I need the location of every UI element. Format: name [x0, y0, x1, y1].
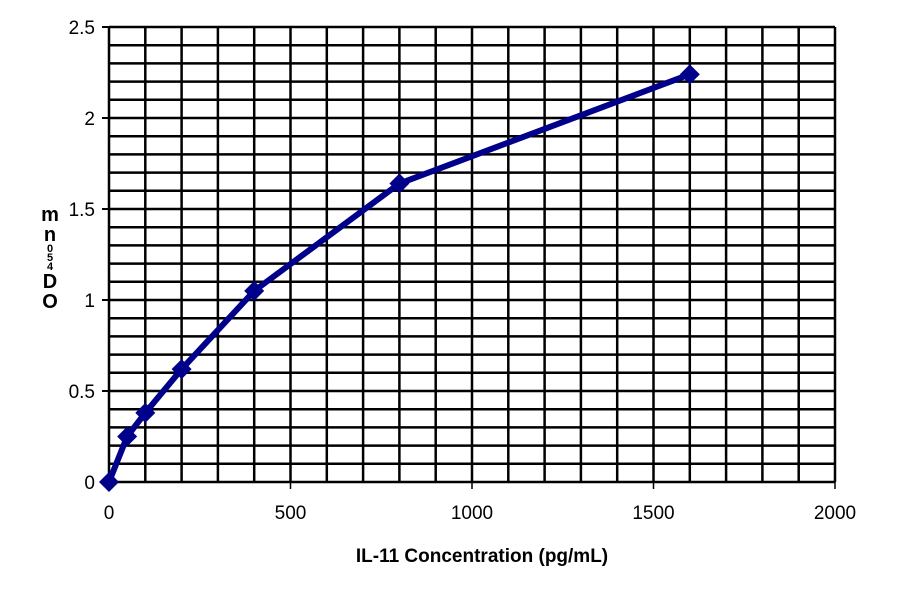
x-tick-label: 500 [275, 503, 307, 524]
x-tick-label: 2000 [814, 503, 856, 524]
x-tick-label: 0 [104, 503, 115, 524]
y-tick-label: 1 [84, 291, 95, 312]
y-label-glyph: m [41, 204, 59, 226]
diamond-marker [389, 173, 410, 194]
y-label-glyph: 4 [46, 261, 54, 273]
x-tick-label: 1500 [632, 503, 674, 524]
tick-labels: 0 0.5 1 1.5 2 2.5 0 500 1000 1500 2000 [69, 18, 857, 524]
diamond-marker [135, 402, 156, 423]
x-tick-label: 1000 [451, 503, 493, 524]
diamond-marker [244, 280, 265, 301]
grid-lines [107, 25, 837, 484]
y-label-glyph: 0 [46, 243, 54, 255]
diamond-marker [679, 64, 700, 85]
y-label-glyph: D [42, 271, 58, 293]
data-series [99, 64, 700, 492]
y-tick-label: 2 [84, 109, 95, 130]
y-label-glyph: 5 [46, 252, 54, 264]
y-tick-label: 1.5 [69, 200, 95, 221]
x-axis-label: IL-11 Concentration (pg/mL) [356, 546, 608, 567]
y-tick-label: 0 [84, 473, 95, 494]
y-tick-label: 0.5 [69, 382, 95, 403]
diamond-marker [99, 472, 119, 492]
y-tick-label: 2.5 [69, 18, 95, 39]
diamond-marker [117, 426, 138, 447]
y-label-glyph: n [43, 224, 57, 246]
diamond-marker [171, 359, 192, 380]
y-label-glyph: O [42, 291, 58, 313]
